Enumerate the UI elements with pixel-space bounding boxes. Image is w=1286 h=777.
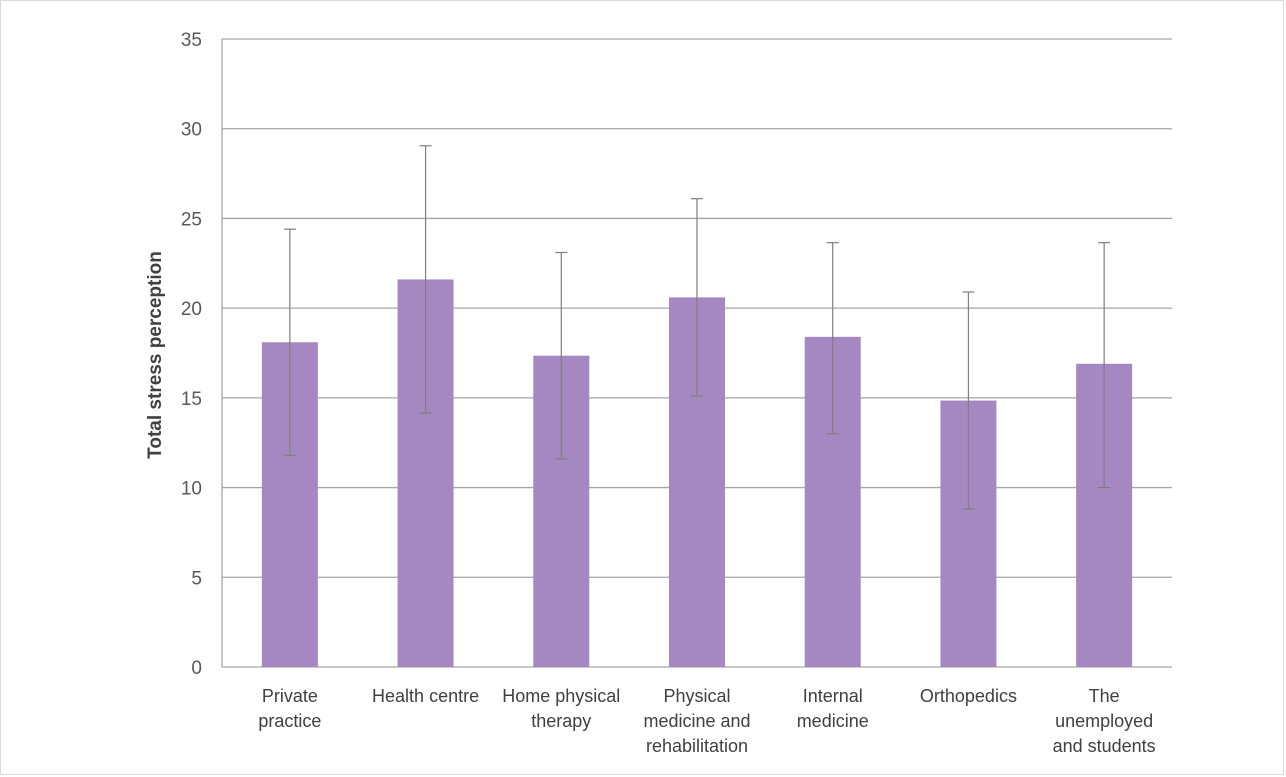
x-category-label-line: Private (262, 686, 318, 706)
x-category-label-line: medicine and (643, 711, 750, 731)
error-bar (691, 198, 703, 397)
gridlines (221, 38, 1172, 668)
y-tick-label: 5 (191, 568, 202, 589)
error-bar (1098, 242, 1111, 489)
y-tick-label: 15 (181, 389, 202, 410)
error-bar (962, 291, 975, 510)
error-bar (419, 145, 432, 414)
x-category-label-line: rehabilitation (646, 736, 748, 756)
x-category-label: Private practice (258, 686, 321, 731)
x-category-label-line: The (1089, 686, 1120, 706)
x-category-label-line: unemployed (1055, 711, 1153, 731)
x-category-label-line: Health centre (372, 686, 479, 706)
x-category-label-line: medicine (797, 711, 869, 731)
x-category-label-line: Internal (803, 686, 863, 706)
x-axis-labels: Private practice Health centre Home physica… (258, 686, 1155, 756)
x-category-label: Health centre (372, 686, 479, 706)
x-category-label-line: and students (1053, 736, 1156, 756)
y-tick-label: 0 (191, 658, 202, 679)
x-category-label: Home physical therapy (502, 686, 620, 731)
y-tick-label: 30 (181, 120, 202, 141)
x-category-label-line: Home physical (502, 686, 620, 706)
y-tick-label: 20 (181, 299, 202, 320)
error-bar (826, 242, 839, 435)
x-category-label-line: Physical (663, 686, 730, 706)
x-category-label: Internal medicine (797, 686, 869, 731)
y-tick-label: 10 (181, 479, 202, 500)
error-bar (555, 251, 568, 460)
y-tick-label: 25 (181, 209, 202, 230)
x-category-label: The unemployed and students (1053, 686, 1156, 756)
x-category-label: Physical medicine and rehabilitation (643, 686, 750, 756)
x-category-label-line: practice (258, 711, 321, 731)
x-category-label-line: therapy (531, 711, 591, 731)
x-category-label: Orthopedics (920, 686, 1017, 706)
error-bar (283, 228, 296, 456)
error-bars (283, 145, 1111, 510)
y-axis-title: Total stress perception (145, 251, 166, 459)
x-category-label-line: Orthopedics (920, 686, 1017, 706)
y-axis-ticks: 0 5 10 15 20 25 30 35 (181, 30, 202, 679)
y-tick-label: 35 (181, 30, 202, 51)
